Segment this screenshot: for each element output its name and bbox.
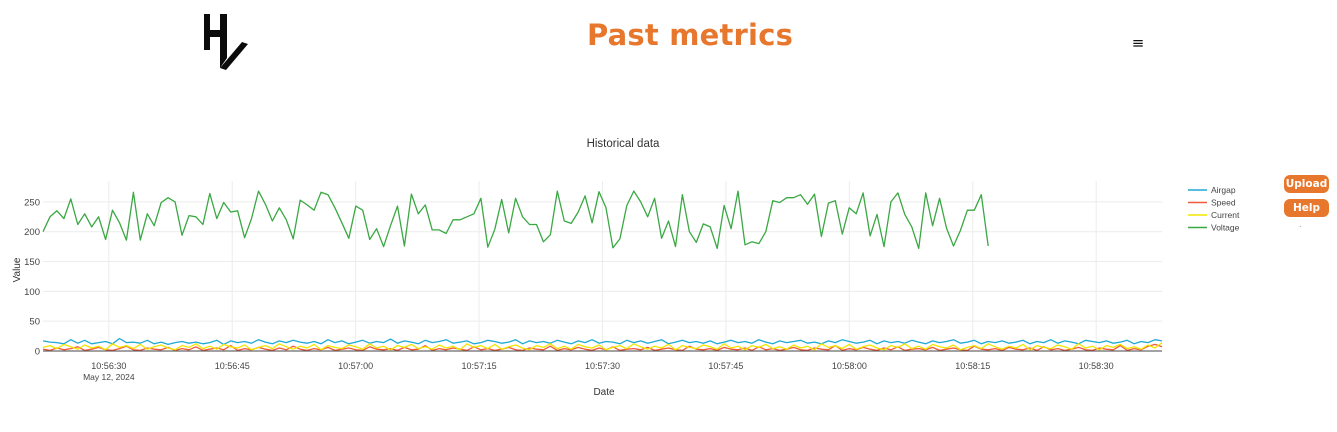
x-tick-label: 10:56:45 — [215, 361, 250, 371]
x-tick-sublabel: May 12, 2024 — [83, 372, 135, 382]
chart-grid — [43, 181, 1162, 352]
x-tick-label: 10:57:30 — [585, 361, 620, 371]
x-axis-label: Date — [593, 387, 615, 398]
top-bar: Past metrics ≡ — [0, 0, 1337, 90]
chart-series — [42, 190, 1163, 352]
x-tick-label: 10:56:30 — [91, 361, 126, 371]
historical-data-chart: Historical data 0 50 100 150 200 250 10:56:30… — [12, 138, 1240, 398]
x-tick-label: 10:57:00 — [338, 361, 373, 371]
x-tick-label: 10:58:15 — [955, 361, 990, 371]
series-line-airgap — [42, 337, 1163, 346]
chart-container: Historical data 0 50 100 150 200 250 10:56:30… — [0, 120, 1337, 420]
y-axis-ticks: 0 50 100 150 200 250 — [24, 197, 40, 357]
y-axis-label: Value — [12, 257, 23, 282]
legend-label-speed: Speed — [1211, 198, 1236, 208]
hamburger-menu-icon[interactable]: ≡ — [1131, 34, 1145, 52]
page-title: Past metrics — [586, 18, 794, 52]
x-tick-label: 10:58:30 — [1079, 361, 1114, 371]
series-line-current — [42, 342, 1163, 351]
x-tick-label: 10:57:15 — [462, 361, 497, 371]
x-tick-label: 10:58:00 — [832, 361, 867, 371]
legend-label-airgap: Airgap — [1211, 185, 1236, 195]
status-dot: · — [1299, 222, 1302, 231]
y-tick-label: 250 — [24, 197, 40, 208]
y-tick-label: 150 — [24, 257, 40, 268]
help-button[interactable]: Help — [1284, 199, 1329, 217]
y-tick-label: 0 — [35, 347, 40, 358]
y-tick-label: 100 — [24, 287, 40, 298]
y-tick-label: 50 — [29, 317, 40, 328]
legend-label-current: Current — [1211, 210, 1240, 220]
legend-label-voltage: Voltage — [1211, 223, 1240, 233]
chart-legend: Airgap Speed Current Voltage — [1188, 185, 1240, 233]
x-tick-label: 10:57:45 — [708, 361, 743, 371]
logo-icon[interactable] — [198, 10, 250, 72]
y-tick-label: 200 — [24, 227, 40, 238]
series-line-voltage — [42, 190, 989, 250]
upload-button[interactable]: Upload — [1284, 175, 1329, 193]
chart-title: Historical data — [587, 138, 660, 150]
